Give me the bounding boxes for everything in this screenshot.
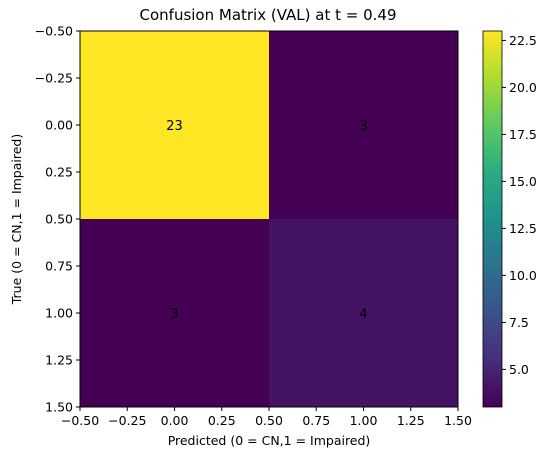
y-tick-label: 1.25: [45, 353, 73, 368]
cell-value-label: 3: [359, 119, 367, 134]
y-tick-label: 0.50: [45, 212, 73, 227]
colorbar-tick-label: 12.5: [509, 221, 537, 236]
colorbar-tick-label: 15.0: [509, 174, 537, 189]
x-tick-label: 0.75: [302, 413, 330, 428]
x-tick-label: 1.00: [350, 413, 378, 428]
y-axis-label: True (0 = CN,1 = Impaired): [9, 134, 24, 306]
y-tick-label: 1.00: [45, 306, 73, 321]
heatmap-cell: [80, 31, 269, 219]
x-axis-label: Predicted (0 = CN,1 = Impaired): [168, 433, 371, 448]
colorbar: [482, 30, 503, 408]
heatmap-cell: [269, 219, 458, 407]
cell-value-label: 3: [170, 307, 178, 322]
colorbar-tick-label: 17.5: [509, 127, 537, 142]
x-axis-ticks: −0.50 −0.25 0.00 0.25 0.50 0.75 1.00 1.25 1.50: [61, 407, 472, 428]
colorbar-tick-label: 10.0: [509, 268, 537, 283]
y-tick-label: 1.50: [45, 400, 73, 415]
y-axis-ticks: −0.50 −0.25 0.00 0.25 0.50 0.75 1.00 1.25 1.50: [35, 24, 80, 415]
y-tick-label: 0.25: [45, 165, 73, 180]
chart-title: Confusion Matrix (VAL) at t = 0.49: [140, 6, 397, 24]
heatmap-cells: [80, 31, 458, 407]
cell-value-labels: 23 3 3 4: [166, 119, 367, 322]
colorbar-tick-label: 20.0: [509, 80, 537, 95]
y-tick-label: 0.00: [45, 118, 73, 133]
colorbar-tick-label: 5.0: [509, 362, 529, 377]
heatmap-cell: [80, 219, 269, 407]
cell-value-label: 4: [359, 307, 367, 322]
x-tick-label: 0.25: [208, 413, 236, 428]
y-tick-label: 0.75: [45, 259, 73, 274]
colorbar-tick-label: 22.5: [509, 33, 537, 48]
heatmap-cell: [269, 31, 458, 219]
x-tick-label: 0.50: [255, 413, 283, 428]
colorbar-ticks: 5.0 7.5 10.0 12.5 15.0 17.5 20.0 22.5: [502, 33, 537, 377]
x-tick-label: −0.25: [108, 413, 146, 428]
x-tick-label: 0.00: [161, 413, 189, 428]
colorbar-tick-label: 7.5: [509, 315, 529, 330]
cell-value-label: 23: [166, 119, 183, 134]
y-tick-label: −0.50: [35, 24, 73, 39]
y-tick-label: −0.25: [35, 71, 73, 86]
x-tick-label: 1.50: [444, 413, 472, 428]
x-tick-label: 1.25: [397, 413, 425, 428]
x-tick-label: −0.50: [61, 413, 99, 428]
